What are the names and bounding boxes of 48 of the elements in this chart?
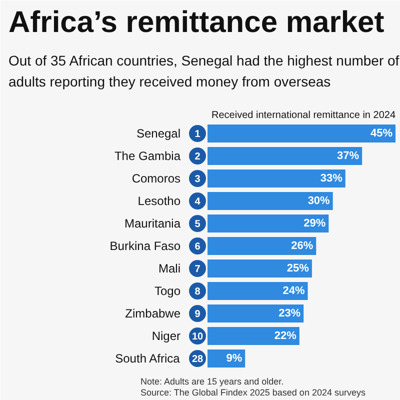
data-label: 25% [286,262,310,274]
data-label: 26% [291,240,314,252]
bar [208,124,396,142]
y-tick-label: Comoros [132,172,181,186]
source-note: Source: The Global Findex 2025 based on 2024 surveys [140,388,366,398]
annotation: 5 [194,219,201,230]
y-tick-label: Burkina Faso [110,239,181,253]
bar [208,170,346,188]
annotation: 2 [194,152,201,162]
annotation: 4 [194,196,201,208]
data-label: 37% [337,150,360,162]
data-label: 24% [282,285,305,297]
y-tick-label: South Africa [115,352,180,366]
bar [208,192,333,210]
y-tick-label: Mali [158,262,181,276]
data-label: 29% [304,218,326,230]
chart-subtitle: Out of 35 African countries, Senegal had the highest number of adults reporting they received money from overseas [8,52,400,90]
annotation: 10 [192,332,204,342]
bar [208,304,304,322]
y-tick-label: Togo [154,284,181,298]
data-label: 22% [274,330,297,342]
data-label: 30% [308,195,330,207]
x-axis-title: Received international remittance in 2024 [212,110,396,121]
y-tick-label: Mauritania [124,216,181,230]
bar [208,237,316,255]
text: Note: Adults are 15 years and older. [140,376,284,386]
annotation: 3 [194,174,201,185]
annotation: 9 [194,309,201,320]
chart-title: Africa’s remittance market [8,6,384,39]
data-label: 33% [320,172,343,184]
bar [208,260,312,278]
annotation: 1 [194,129,201,140]
annotation: 7 [194,264,201,275]
bar [208,327,300,345]
y-tick-label: Senegal [136,126,181,140]
y-tick-label: Lesotho [138,194,181,208]
y-tick-label: Zimbabwe [125,306,181,320]
bar [208,282,308,300]
annotation: 6 [194,242,201,252]
y-tick-label: Niger [152,329,181,343]
data-label: 9% [226,352,242,364]
y-tick-label: The Gambia [114,149,181,163]
data-label: 45% [370,128,393,140]
annotation: 28 [192,354,204,365]
data-label: 23% [278,308,301,320]
bar [208,147,362,165]
bar [208,214,329,232]
annotation: 8 [194,286,201,298]
